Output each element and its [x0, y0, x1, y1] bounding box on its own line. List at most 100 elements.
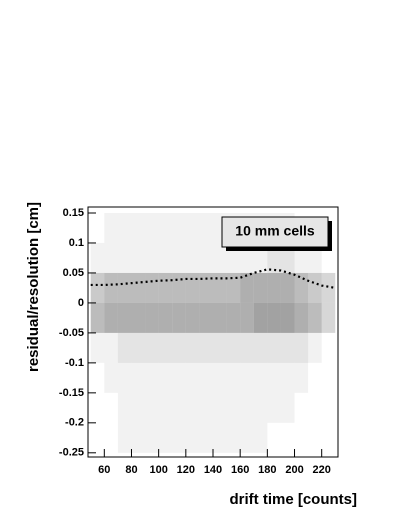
- cell: [158, 332, 173, 363]
- y-tick-label: -0.05: [59, 327, 84, 339]
- cell: [104, 302, 118, 333]
- cell: [185, 272, 200, 303]
- cell: [117, 362, 132, 393]
- cell: [226, 272, 241, 303]
- cell: [90, 272, 105, 303]
- cell: [158, 422, 173, 453]
- cell: [131, 272, 146, 303]
- cell: [322, 363, 336, 393]
- cell: [117, 272, 132, 303]
- cell: [172, 272, 186, 303]
- cell: [117, 302, 132, 333]
- cell: [322, 423, 336, 453]
- y-tick-label: 0.05: [63, 267, 84, 279]
- cell: [322, 393, 336, 423]
- cell: [117, 422, 132, 453]
- cell: [90, 242, 105, 273]
- cell: [226, 392, 241, 423]
- cell: [226, 332, 241, 363]
- cell: [308, 332, 322, 363]
- cell: [145, 392, 159, 423]
- cell: [158, 392, 173, 423]
- cell: [158, 272, 173, 303]
- cell: [213, 422, 227, 453]
- cell: [104, 362, 118, 393]
- cell: [172, 302, 186, 333]
- y-tick-label: 0: [78, 297, 84, 309]
- annotation: 10 mm cells: [235, 223, 315, 239]
- cell: [308, 272, 322, 303]
- cell: [240, 332, 254, 363]
- cell: [104, 212, 118, 243]
- cell: [253, 272, 268, 303]
- cell: [226, 302, 241, 333]
- cell: [213, 332, 227, 363]
- cell: [199, 332, 213, 363]
- cell: [145, 362, 159, 393]
- cell: [104, 272, 118, 303]
- cell: [294, 332, 309, 363]
- annotation-box: [221, 216, 329, 248]
- cell: [185, 392, 200, 423]
- cell: [185, 302, 200, 333]
- cell: [172, 362, 186, 393]
- y-tick-label: 0.15: [63, 207, 84, 219]
- cell: [145, 332, 159, 363]
- cell: [253, 302, 268, 333]
- cell: [226, 422, 241, 453]
- x-tick-label: 180: [258, 464, 276, 476]
- cell: [295, 423, 309, 453]
- cell: [145, 302, 159, 333]
- x-tick-label: 80: [125, 464, 137, 476]
- cell: [158, 302, 173, 333]
- cell: [280, 272, 295, 303]
- cell: [131, 302, 146, 333]
- cell: [91, 363, 105, 393]
- cell: [185, 212, 200, 243]
- cell: [172, 242, 186, 273]
- y-tick-label: 0.1: [69, 237, 84, 249]
- cell: [104, 242, 118, 273]
- cell: [117, 242, 132, 273]
- cell: [158, 242, 173, 273]
- cell: [91, 393, 105, 423]
- cell: [199, 272, 213, 303]
- cell: [240, 422, 254, 453]
- cell: [158, 212, 173, 243]
- cell: [131, 212, 146, 243]
- x-tick-label: 100: [149, 464, 167, 476]
- cell: [90, 302, 105, 333]
- cell: [185, 242, 200, 273]
- cell: [213, 242, 227, 273]
- cell: [172, 422, 186, 453]
- cell: [131, 242, 146, 273]
- cell: [185, 422, 200, 453]
- profile-line: [90, 268, 336, 290]
- y-axis-label: residual/resolution [cm]: [25, 202, 42, 372]
- cell: [267, 392, 281, 423]
- cell: [213, 302, 227, 333]
- cell: [185, 332, 200, 363]
- cell: [131, 332, 146, 363]
- cell: [104, 332, 118, 363]
- cell: [308, 363, 322, 393]
- cell: [199, 302, 213, 333]
- cell: [267, 272, 281, 303]
- cell: [308, 302, 322, 333]
- cell: [185, 362, 200, 393]
- cell: [145, 212, 159, 243]
- x-tick-label: 120: [177, 464, 195, 476]
- cell: [131, 362, 146, 393]
- x-axis-label: drift time [counts]: [230, 491, 358, 508]
- cell: [213, 272, 227, 303]
- cell: [280, 332, 295, 363]
- cell: [213, 362, 227, 393]
- cell: [226, 362, 241, 393]
- x-tick-label: 220: [313, 464, 331, 476]
- cell: [280, 302, 295, 333]
- cell: [172, 332, 186, 363]
- cell: [199, 422, 213, 453]
- cell: [145, 422, 159, 453]
